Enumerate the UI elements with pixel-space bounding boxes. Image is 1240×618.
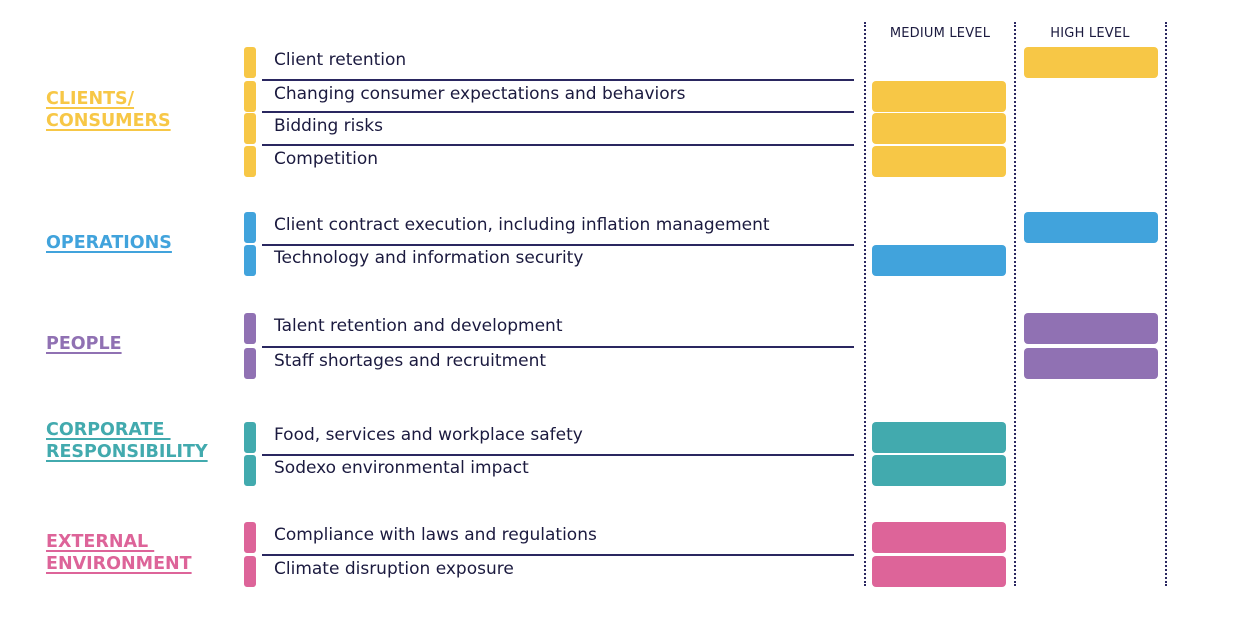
medium-column-divider-left: [864, 22, 866, 586]
risk-label: Competition: [274, 149, 379, 169]
risk-color-marker: [244, 212, 256, 243]
high-column-divider-right: [1165, 22, 1167, 586]
row-separator: [262, 244, 854, 246]
category-label: CLIENTS/ CONSUMERS: [46, 89, 171, 131]
row-separator: [262, 111, 854, 113]
high-level-header: HIGH LEVEL: [1050, 26, 1130, 41]
medium-level-header: MEDIUM LEVEL: [889, 26, 991, 41]
risk-label: Talent retention and development: [274, 316, 563, 336]
risk-color-marker: [244, 245, 256, 276]
row-separator: [262, 554, 854, 556]
risk-color-marker: [244, 47, 256, 78]
risk-label: Climate disruption exposure: [274, 559, 514, 579]
risk-label: Staff shortages and recruitment: [274, 351, 547, 371]
risk-label: Changing consumer expectations and behav…: [274, 84, 686, 104]
category-label: OPERATIONS: [46, 233, 172, 253]
risk-color-marker: [244, 522, 256, 553]
risk-label: Bidding risks: [274, 116, 383, 136]
risk-color-marker: [244, 81, 256, 112]
risk-label: Sodexo environmental impact: [274, 458, 529, 478]
category-label: PEOPLE: [46, 334, 122, 354]
medium-level-bar: [872, 245, 1006, 276]
high-level-bar: [1024, 348, 1158, 379]
category-label: CORPORATE RESPONSIBILITY: [46, 420, 208, 462]
medium-level-bar: [872, 146, 1006, 177]
row-separator: [262, 144, 854, 146]
risk-color-marker: [244, 455, 256, 486]
medium-level-bar: [872, 522, 1006, 553]
risk-color-marker: [244, 348, 256, 379]
risk-label: Compliance with laws and regulations: [274, 525, 597, 545]
medium-level-bar: [872, 556, 1006, 587]
risk-label: Client contract execution, including inf…: [274, 215, 770, 235]
risk-color-marker: [244, 146, 256, 177]
risk-label: Technology and information security: [274, 248, 584, 268]
row-separator: [262, 454, 854, 456]
medium-level-bar: [872, 455, 1006, 486]
row-separator: [262, 346, 854, 348]
medium-level-bar: [872, 81, 1006, 112]
medium-level-bar: [872, 113, 1006, 144]
high-level-bar: [1024, 47, 1158, 78]
risk-color-marker: [244, 422, 256, 453]
row-separator: [262, 79, 854, 81]
category-label: EXTERNAL ENVIRONMENT: [46, 532, 192, 574]
risk-label: Client retention: [274, 50, 407, 70]
high-level-bar: [1024, 212, 1158, 243]
medium-column-divider-right: [1014, 22, 1016, 586]
risk-label: Food, services and workplace safety: [274, 425, 583, 445]
risk-color-marker: [244, 313, 256, 344]
high-level-bar: [1024, 313, 1158, 344]
risk-color-marker: [244, 113, 256, 144]
medium-level-bar: [872, 422, 1006, 453]
risk-color-marker: [244, 556, 256, 587]
